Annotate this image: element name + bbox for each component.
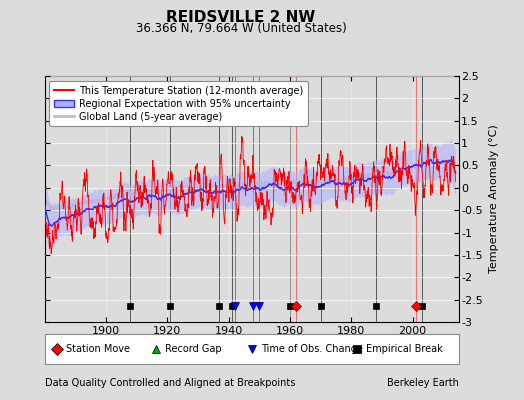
Text: Time of Obs. Change: Time of Obs. Change bbox=[260, 344, 363, 354]
Y-axis label: Temperature Anomaly (°C): Temperature Anomaly (°C) bbox=[488, 125, 498, 273]
FancyBboxPatch shape bbox=[45, 334, 459, 364]
Text: REIDSVILLE 2 NW: REIDSVILLE 2 NW bbox=[167, 10, 315, 25]
Text: Data Quality Controlled and Aligned at Breakpoints: Data Quality Controlled and Aligned at B… bbox=[45, 378, 295, 388]
Legend: This Temperature Station (12-month average), Regional Expectation with 95% uncer: This Temperature Station (12-month avera… bbox=[49, 81, 308, 126]
Text: Record Gap: Record Gap bbox=[166, 344, 222, 354]
Text: Station Move: Station Move bbox=[66, 344, 130, 354]
Text: Empirical Break: Empirical Break bbox=[366, 344, 443, 354]
Text: Berkeley Earth: Berkeley Earth bbox=[387, 378, 458, 388]
Text: 36.366 N, 79.664 W (United States): 36.366 N, 79.664 W (United States) bbox=[136, 22, 346, 35]
